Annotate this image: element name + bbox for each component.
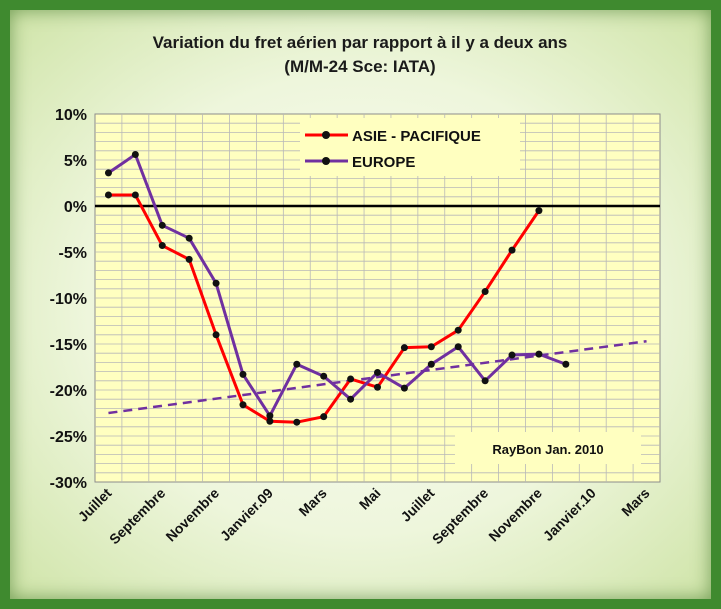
- x-tick-label: Janvier.10: [540, 485, 599, 544]
- data-point-europe: [454, 343, 462, 351]
- data-point-asie-pacifique: [266, 417, 274, 425]
- y-tick-label: 5%: [64, 153, 87, 170]
- x-tick-label: Novembre: [485, 485, 545, 545]
- data-point-asie-pacifique: [374, 383, 381, 391]
- y-tick-label: -10%: [50, 291, 87, 308]
- data-point-europe: [427, 360, 435, 368]
- data-point-europe: [212, 279, 220, 287]
- legend-label-asie-pacifique: ASIE - PACIFIQUE: [352, 128, 481, 145]
- x-tick-label: Septembre: [106, 485, 169, 548]
- x-tick-label: Juillet: [398, 485, 438, 525]
- y-tick-label: -5%: [59, 245, 87, 262]
- data-point-asie-pacifique: [535, 207, 543, 215]
- data-point-europe: [104, 169, 112, 177]
- data-point-asie-pacifique: [347, 375, 355, 383]
- credit-background: [455, 432, 641, 464]
- europe-trendline: [108, 340, 647, 415]
- data-point-asie-pacifique: [158, 242, 166, 250]
- x-tick-label: Janvier.09: [217, 485, 276, 544]
- data-point-europe: [535, 350, 543, 358]
- x-tick-label: Septembre: [429, 485, 492, 548]
- y-tick-label: -30%: [50, 475, 87, 492]
- legend-box: [300, 118, 520, 176]
- data-point-europe: [508, 351, 516, 359]
- data-point-europe: [266, 412, 274, 420]
- data-point-asie-pacifique: [481, 288, 489, 296]
- legend-marker-asie-pacifique: [322, 131, 330, 139]
- credit-box: RayBon Jan. 2010: [455, 432, 641, 464]
- y-tick-label: -15%: [50, 337, 87, 354]
- x-tick-label: Mars: [295, 485, 330, 520]
- data-point-europe: [239, 370, 247, 378]
- data-point-asie-pacifique: [239, 401, 247, 409]
- y-tick-label: -25%: [50, 429, 87, 446]
- data-point-europe: [293, 360, 301, 368]
- data-point-europe: [374, 369, 381, 377]
- legend: ASIE - PACIFIQUE EUROPE: [300, 118, 520, 176]
- data-point-europe: [158, 221, 166, 229]
- data-point-asie-pacifique: [320, 413, 328, 421]
- y-tick-label: 10%: [55, 107, 87, 124]
- data-point-europe: [400, 384, 408, 392]
- data-point-asie-pacifique: [212, 331, 220, 339]
- data-point-europe: [347, 395, 355, 403]
- data-point-asie-pacifique: [104, 191, 112, 199]
- x-tick-label: Novembre: [162, 485, 222, 545]
- data-point-asie-pacifique: [185, 255, 193, 263]
- data-point-asie-pacifique: [454, 326, 462, 334]
- data-point-asie-pacifique: [400, 344, 408, 352]
- y-tick-label: -20%: [50, 383, 87, 400]
- credit-label: RayBon Jan. 2010: [492, 442, 603, 457]
- x-tick-label: Mai: [356, 485, 384, 513]
- legend-label-europe: EUROPE: [352, 154, 415, 171]
- trendline-layer: [108, 340, 647, 415]
- series-layer: [104, 150, 570, 426]
- data-point-asie-pacifique: [293, 418, 301, 426]
- x-tick-label: Mars: [618, 485, 653, 520]
- y-tick-label: 0%: [64, 199, 87, 216]
- data-point-europe: [131, 150, 139, 158]
- data-point-europe: [320, 372, 328, 380]
- data-point-europe: [185, 234, 193, 242]
- chart-title: Variation du fret aérien par rapport à i…: [153, 33, 568, 52]
- chart-subtitle: (M/M-24 Sce: IATA): [284, 57, 435, 76]
- data-point-asie-pacifique: [508, 246, 516, 254]
- data-point-asie-pacifique: [427, 343, 435, 351]
- data-point-europe: [562, 360, 570, 368]
- legend-marker-europe: [322, 157, 330, 165]
- data-point-asie-pacifique: [131, 191, 139, 199]
- series-line-europe: [107, 152, 567, 418]
- data-point-europe: [481, 377, 489, 385]
